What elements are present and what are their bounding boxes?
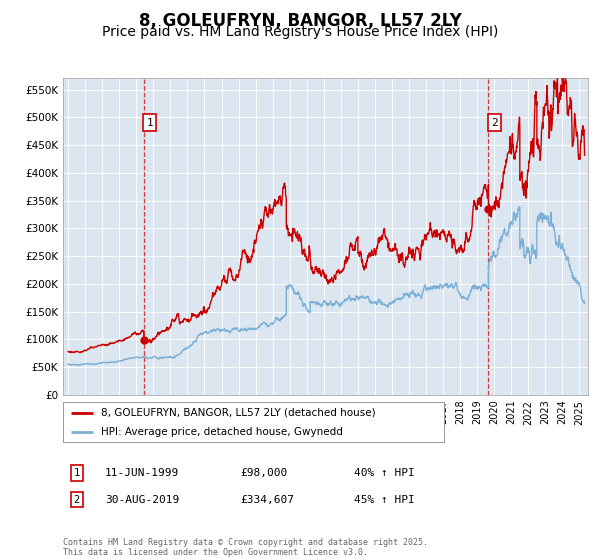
Text: 11-JUN-1999: 11-JUN-1999	[105, 468, 179, 478]
Text: £98,000: £98,000	[240, 468, 287, 478]
Text: Contains HM Land Registry data © Crown copyright and database right 2025.
This d: Contains HM Land Registry data © Crown c…	[63, 538, 428, 557]
Text: 2: 2	[74, 494, 80, 505]
Text: 1: 1	[146, 118, 153, 128]
Text: 1: 1	[74, 468, 80, 478]
Text: 8, GOLEUFRYN, BANGOR, LL57 2LY (detached house): 8, GOLEUFRYN, BANGOR, LL57 2LY (detached…	[101, 408, 376, 418]
Text: 30-AUG-2019: 30-AUG-2019	[105, 494, 179, 505]
Text: 45% ↑ HPI: 45% ↑ HPI	[354, 494, 415, 505]
Text: 8, GOLEUFRYN, BANGOR, LL57 2LY: 8, GOLEUFRYN, BANGOR, LL57 2LY	[139, 12, 461, 30]
Text: Price paid vs. HM Land Registry's House Price Index (HPI): Price paid vs. HM Land Registry's House …	[102, 25, 498, 39]
Text: £334,607: £334,607	[240, 494, 294, 505]
Text: HPI: Average price, detached house, Gwynedd: HPI: Average price, detached house, Gwyn…	[101, 427, 343, 436]
Text: 2: 2	[491, 118, 498, 128]
Text: 40% ↑ HPI: 40% ↑ HPI	[354, 468, 415, 478]
